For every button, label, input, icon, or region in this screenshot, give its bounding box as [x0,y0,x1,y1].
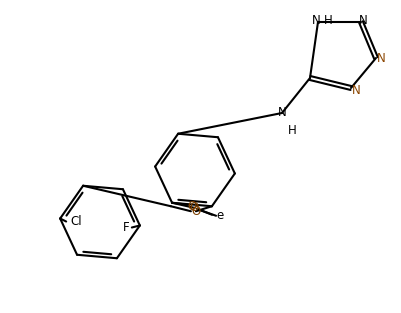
Text: N: N [311,14,320,28]
Text: N: N [376,52,385,64]
Text: O: O [189,201,198,214]
Text: H: H [287,124,296,136]
Text: F: F [122,221,129,234]
Text: N: N [351,84,359,96]
Text: e: e [216,209,223,222]
Text: O: O [191,205,200,218]
Text: Cl: Cl [70,215,82,228]
Text: O: O [187,200,196,213]
Text: N: N [358,14,367,28]
Text: N: N [277,106,286,120]
Text: H: H [323,14,332,28]
